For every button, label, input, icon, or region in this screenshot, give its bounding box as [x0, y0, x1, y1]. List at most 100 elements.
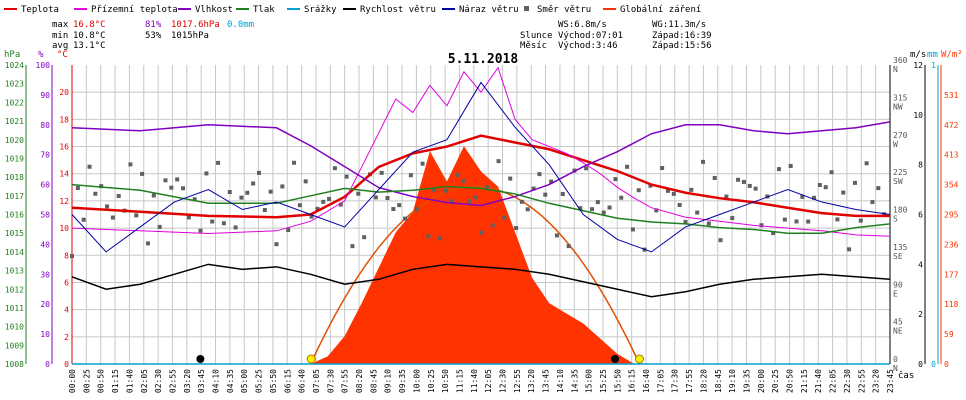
x-tick-label: 13:20: [527, 369, 536, 393]
precip-tick-label: 0: [931, 360, 936, 369]
wind-direction-dot: [262, 207, 267, 212]
x-tick-label: 17:55: [685, 369, 694, 393]
pressure-tick-label: 1010: [5, 323, 24, 332]
x-tick-label: 02:05: [140, 369, 149, 393]
wind-direction-dot: [81, 217, 86, 222]
legend-label: Srážky: [304, 5, 337, 15]
temp-tick-label: 8: [64, 251, 69, 260]
pressure-tick-label: 1008: [5, 360, 24, 369]
wind-direction-dot: [607, 205, 612, 210]
wind-direction-dot: [105, 204, 110, 209]
temp-tick-label: 2: [64, 333, 69, 342]
x-tick-label: 05:25: [255, 369, 264, 393]
wind-direction-dot: [379, 170, 384, 175]
humidity-tick-label: 30: [40, 270, 50, 279]
x-tick-label: 10:25: [427, 369, 436, 393]
wind-direction-dot: [554, 233, 559, 238]
x-tick-label: 23:45: [886, 369, 895, 393]
temp-tick-label: 12: [59, 197, 69, 206]
x-tick-label: 17:30: [671, 369, 680, 393]
radiation-tick-label: 413: [944, 151, 959, 160]
stat-moon-label: Měsíc: [520, 41, 547, 51]
wind-direction-dot: [864, 161, 869, 166]
unit-mm: mm: [927, 50, 938, 60]
wind-dir-compass-label: S: [893, 215, 898, 224]
precip-tick-label: 1: [931, 61, 936, 70]
wind-direction-dot: [619, 195, 624, 200]
x-tick-label: 15:00: [585, 369, 594, 393]
x-tick-label: 07:05: [312, 369, 321, 393]
wind-direction-dot: [373, 195, 378, 200]
wind-dir-tick-label: 90: [893, 280, 903, 289]
x-tick-label: 21:15: [800, 369, 809, 393]
temp-tick-label: 6: [64, 278, 69, 287]
x-tick-label: 18:20: [699, 369, 708, 393]
wind-direction-dot: [543, 192, 548, 197]
wind-direction-dot: [303, 179, 308, 184]
wind-direction-dot: [426, 234, 431, 239]
x-tick-label: 19:10: [728, 369, 737, 393]
wind-direction-dot: [601, 210, 606, 215]
humidity-tick-label: 50: [40, 211, 50, 220]
x-tick-label: 00:25: [82, 369, 91, 393]
wind-tick-label: 10: [913, 111, 923, 120]
stat-min-press: 1015hPa: [171, 31, 209, 41]
wind-tick-label: 4: [918, 260, 923, 269]
unit-hpa: hPa: [4, 50, 20, 60]
humidity-tick-label: 70: [40, 151, 50, 160]
x-tick-label: 15:50: [613, 369, 622, 393]
wind-direction-dot: [479, 230, 483, 235]
series-naraz-vetru: [71, 81, 891, 253]
wind-dir-compass-label: SE: [893, 252, 903, 261]
x-tick-label: 21:40: [814, 369, 823, 393]
wind-direction-dot: [648, 183, 653, 188]
stat-max-hum: 81%: [145, 20, 162, 30]
wind-dir-compass-label: N: [893, 364, 898, 373]
x-tick-label: 07:30: [326, 369, 335, 393]
stat-sun-rise: Východ:07:01: [558, 31, 623, 41]
sun-moon-markers: [196, 354, 644, 364]
pressure-tick-label: 1013: [5, 267, 24, 276]
stat-moon-rise: Východ:3:46: [558, 41, 618, 51]
x-tick-label: 03:20: [183, 369, 192, 393]
x-tick-label: 20:25: [771, 369, 780, 393]
legend: Teplota Přízemní teplota Vlhkost Tlak Srážky…: [4, 5, 701, 15]
wind-direction-dot: [753, 186, 758, 191]
wind-direction-dot: [671, 191, 676, 196]
pressure-tick-label: 1019: [5, 154, 24, 163]
wind-direction-dot: [823, 185, 828, 190]
wind-direction-dot: [309, 214, 314, 219]
wind-direction-dot: [327, 196, 332, 201]
wind-direction-dot: [99, 184, 104, 189]
radiation-tick-label: 118: [944, 300, 959, 309]
temp-tick-label: 0: [64, 360, 69, 369]
x-tick-label: 08:20: [355, 369, 364, 393]
wind-tick-label: 12: [913, 61, 923, 70]
wind-direction-dot: [741, 179, 746, 184]
wind-direction-dot: [75, 185, 80, 190]
pressure-tick-label: 1023: [5, 80, 24, 89]
radiation-tick-label: 295: [944, 211, 959, 220]
x-tick-label: 14:35: [570, 369, 579, 393]
legend-label: Globální záření: [620, 5, 701, 15]
wind-direction-dot: [578, 206, 583, 211]
wind-direction-dot: [560, 192, 565, 197]
wind-direction-dot: [350, 244, 355, 249]
wind-dir-compass-label: N: [893, 65, 898, 74]
x-tick-label: 01:40: [125, 369, 134, 393]
wind-direction-dot: [186, 215, 191, 220]
x-tick-label: 00:00: [68, 369, 77, 393]
x-tick-label: 06:15: [283, 369, 292, 393]
stat-moon-set: Západ:15:56: [652, 41, 712, 51]
wind-dir-tick-label: 135: [893, 243, 908, 252]
wind-direction-dot: [292, 160, 297, 165]
wind-direction-dot: [297, 203, 302, 208]
wind-direction-dot: [432, 188, 437, 193]
pressure-tick-label: 1020: [5, 136, 24, 145]
wind-direction-dot: [759, 223, 764, 228]
wind-direction-dot: [93, 191, 98, 196]
wind-direction-dot: [566, 244, 571, 249]
wind-direction-dot: [677, 203, 682, 208]
wind-direction-dot: [473, 195, 478, 200]
x-tick-label: 06:40: [298, 369, 307, 393]
